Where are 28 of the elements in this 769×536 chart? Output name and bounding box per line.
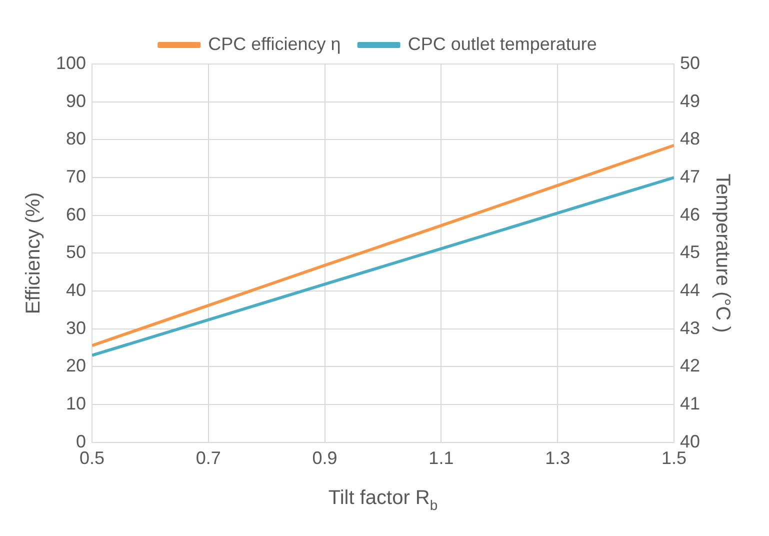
y2-axis-title: Temperature (°C ) [711,174,734,333]
y2-tick-label: 41 [680,394,700,414]
y-tick-label: 20 [66,356,86,376]
y-tick-label: 60 [66,204,86,224]
y-tick-label: 50 [66,242,86,262]
y2-tick-label: 42 [680,356,700,376]
y-tick-label: 10 [66,394,86,414]
y-tick-label: 100 [56,52,86,73]
y-tick-label: 30 [66,318,86,338]
legend-label: CPC efficiency η [208,34,341,54]
y2-tick-label: 47 [680,166,700,186]
y2-tick-label: 48 [680,128,700,149]
x-tick-label: 0.9 [312,448,338,468]
y-axis-title: Efficiency (%) [22,192,45,314]
y2-tick-label: 50 [680,52,700,73]
legend-label: CPC outlet temperature [408,34,597,54]
y2-tick-label: 45 [680,242,700,262]
y-tick-label: 90 [66,90,86,111]
x-tick-label: 1.1 [428,448,454,468]
y-tick-label: 70 [66,166,86,186]
y-tick-label: 40 [66,280,86,300]
y2-tick-label: 49 [680,90,700,111]
x-tick-label: 0.7 [196,448,221,468]
y2-tick-label: 46 [680,204,700,224]
x-tick-label: 1.3 [545,448,570,468]
y-tick-label: 80 [66,128,86,149]
y2-tick-label: 44 [680,280,700,300]
y2-tick-label: 43 [680,318,700,338]
